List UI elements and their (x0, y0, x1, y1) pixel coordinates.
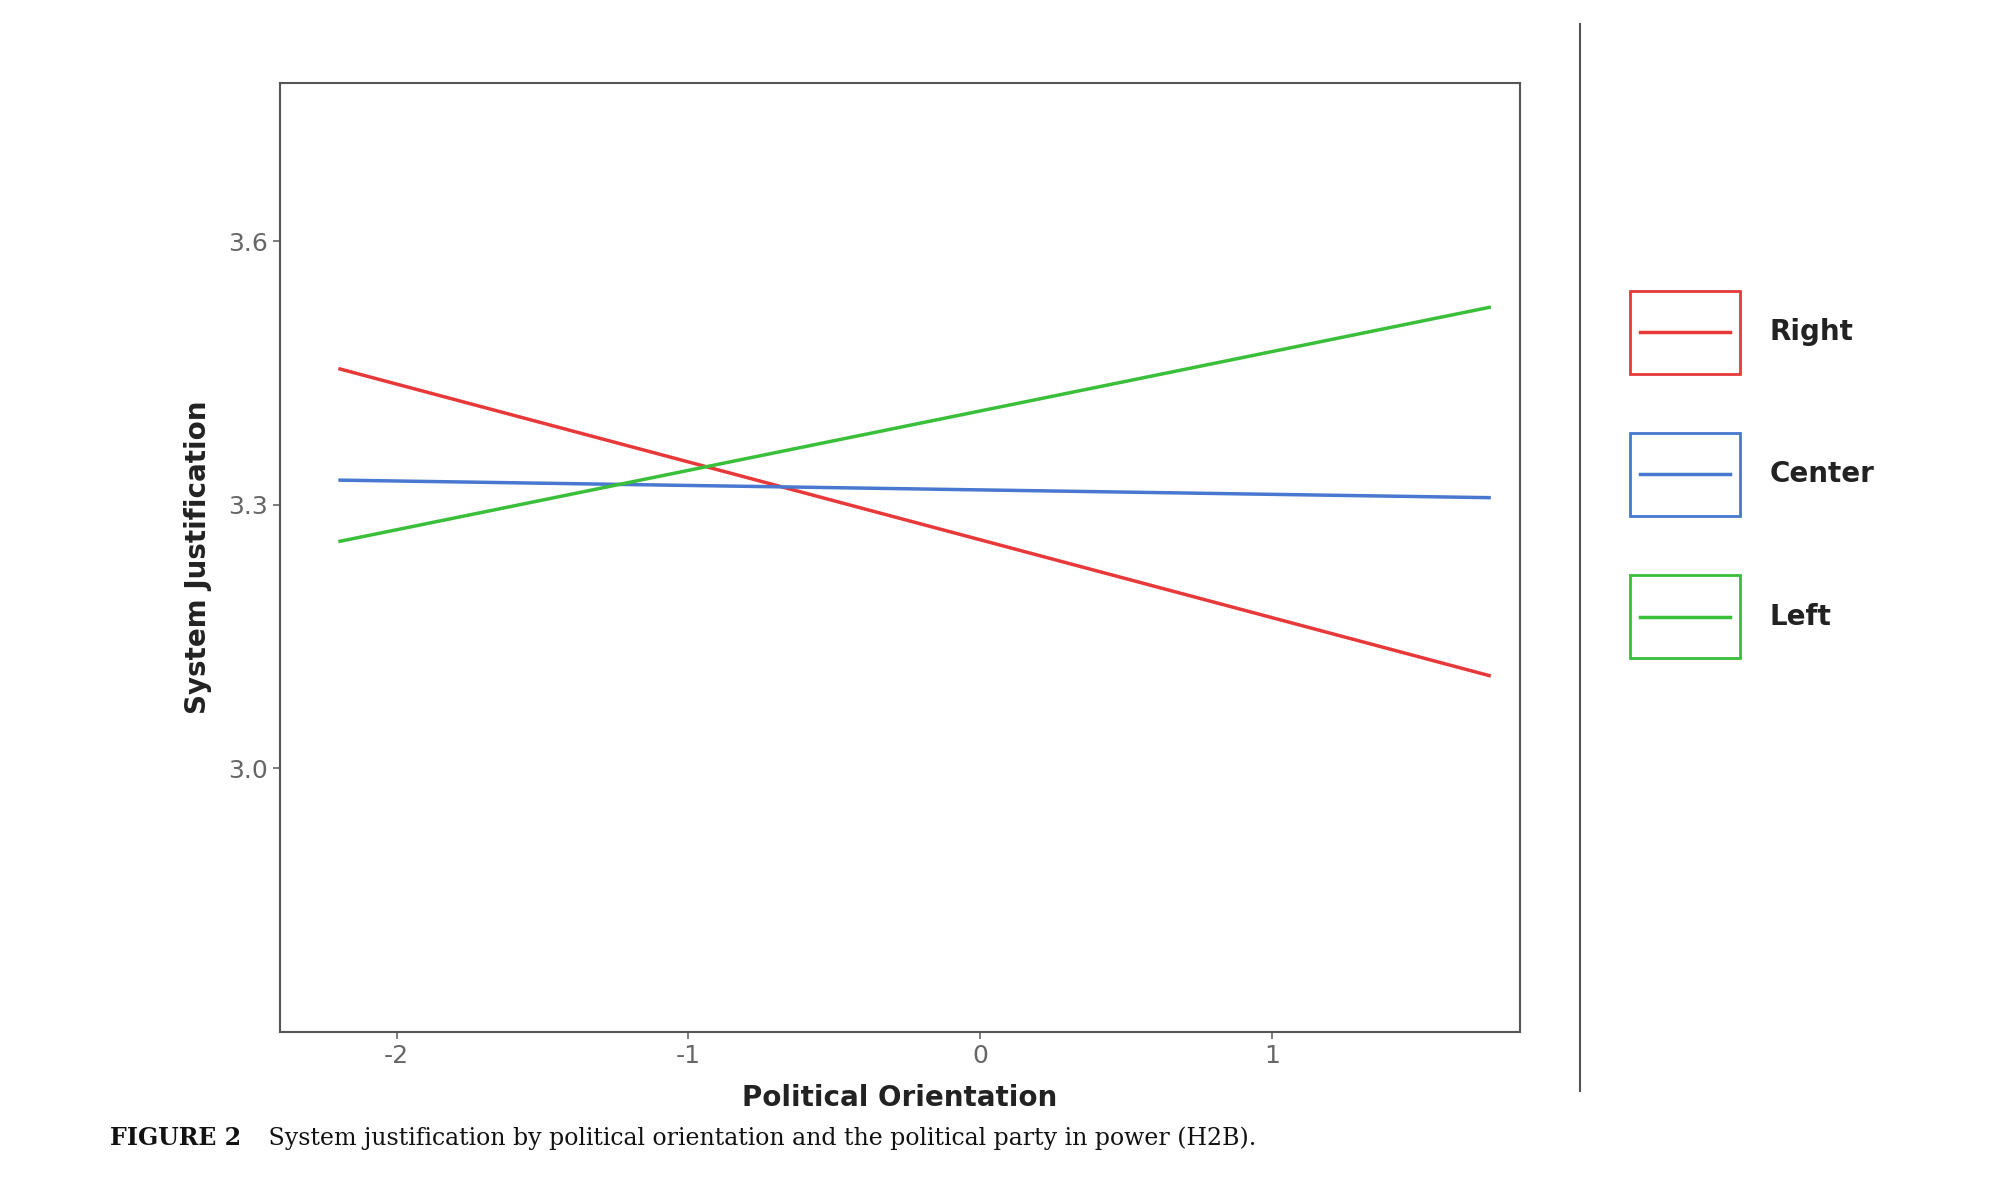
Text: Left: Left (1770, 602, 1832, 631)
Text: FIGURE 2: FIGURE 2 (110, 1127, 242, 1150)
Text: Center: Center (1770, 460, 1874, 489)
Text: System justification by political orientation and the political party in power (: System justification by political orient… (246, 1127, 1256, 1150)
Y-axis label: System Justification: System Justification (184, 401, 212, 714)
X-axis label: Political Orientation: Political Orientation (742, 1084, 1058, 1112)
Text: Right: Right (1770, 318, 1854, 346)
